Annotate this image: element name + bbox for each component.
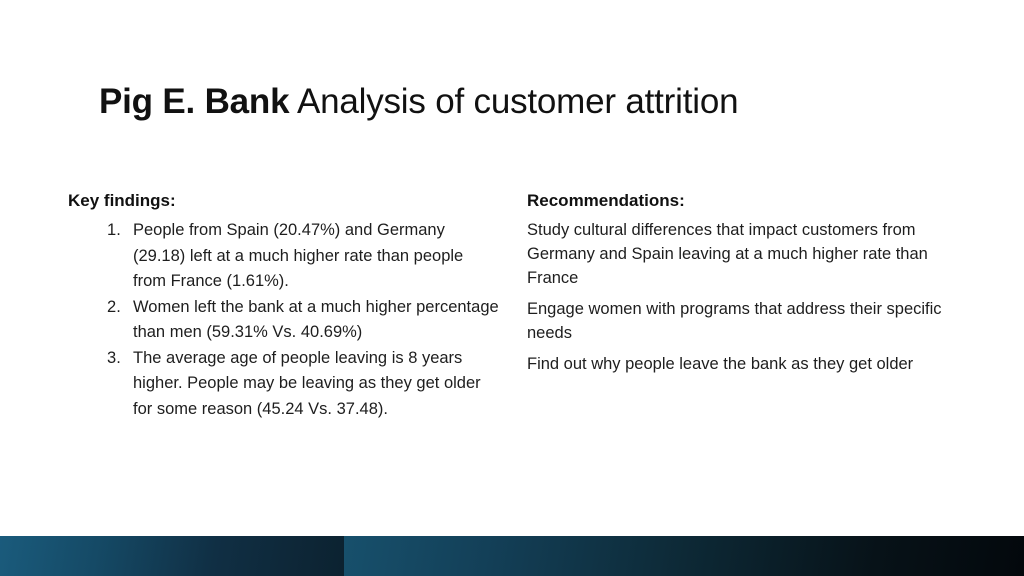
list-item: Women left the bank at a much higher per… xyxy=(107,295,499,342)
key-findings-list: People from Spain (20.47%) and Germany (… xyxy=(68,218,500,422)
list-item: The average age of people leaving is 8 y… xyxy=(107,346,481,418)
recommendations-list: Study cultural differences that impact c… xyxy=(527,218,952,376)
key-findings-heading: Key findings: xyxy=(68,191,176,210)
page-title: Pig E. Bank Analysis of customer attriti… xyxy=(99,79,939,125)
list-item: Engage women with programs that address … xyxy=(527,300,942,342)
list-item: Study cultural differences that impact c… xyxy=(527,221,928,287)
recommendations-heading: Recommendations: xyxy=(527,191,685,210)
recommendations-column: Recommendations: Study cultural differen… xyxy=(527,190,952,376)
footer-segment-left xyxy=(0,536,344,576)
list-item: People from Spain (20.47%) and Germany (… xyxy=(107,218,464,290)
footer-segment-right xyxy=(344,536,1024,576)
title-brand: Pig E. Bank xyxy=(99,82,290,121)
key-findings-column: Key findings: People from Spain (20.47%)… xyxy=(68,190,500,422)
list-item: Find out why people leave the bank as th… xyxy=(527,355,914,373)
footer-decoration-bar xyxy=(0,536,1024,576)
title-subject: Analysis of customer attrition xyxy=(289,82,739,121)
